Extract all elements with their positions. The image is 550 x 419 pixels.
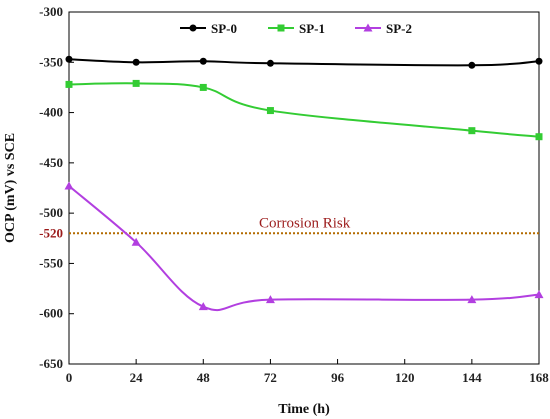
legend-marker-sp-1 [277,24,285,32]
data-point-sp-2 [131,237,141,246]
data-point-sp-2 [534,290,544,299]
y-tick-label: -550 [39,255,63,270]
y-tick-label: -450 [39,155,63,170]
series-layer [64,55,544,312]
x-axis-ticks: 0 24 48 72 96 120 144 168 [66,359,549,385]
annotation-layer: Corrosion Risk -520 [39,215,539,240]
legend-marker-sp-2 [363,23,373,32]
y-tick-label: -500 [39,205,63,220]
data-point-sp-1 [132,79,140,87]
series-line-sp-2 [68,185,540,312]
y-axis-ticks: -300 -350 -400 -450 -500 -550 -600 -650 [39,4,74,371]
corrosion-risk-y-label: -520 [39,225,63,240]
data-point-sp-1 [199,83,207,91]
data-point-sp-2 [467,295,477,304]
data-point-sp-1 [535,133,543,141]
legend-label-sp-1: SP-1 [299,21,325,36]
data-point-sp-0 [535,57,543,65]
y-tick-label: -600 [39,306,63,321]
data-point-sp-1 [65,80,73,88]
x-tick-label: 24 [130,370,144,385]
y-tick-label: -300 [39,4,63,19]
data-point-sp-2 [64,181,74,190]
data-point-sp-2 [198,302,208,311]
x-axis-title: Time (h) [278,402,330,417]
data-point-sp-0 [266,59,274,67]
data-point-sp-0 [468,61,476,69]
data-point-sp-2 [265,295,275,304]
y-tick-label: -650 [39,356,63,371]
data-point-sp-1 [468,127,476,135]
data-point-sp-0 [199,57,207,65]
x-tick-label: 0 [66,370,73,385]
x-tick-label: 72 [264,370,277,385]
legend: SP-0 SP-1 SP-2 [180,21,412,36]
corrosion-risk-label: Corrosion Risk [259,215,351,231]
y-tick-label: -400 [39,105,63,120]
legend-marker-sp-0 [189,24,197,32]
data-point-sp-0 [65,55,73,63]
x-tick-label: 120 [395,370,415,385]
legend-label-sp-2: SP-2 [386,21,412,36]
y-tick-label: -350 [39,54,63,69]
x-tick-label: 168 [529,370,549,385]
data-point-sp-1 [266,107,274,115]
x-tick-label: 48 [197,370,211,385]
x-tick-label: 96 [331,370,345,385]
y-axis-title: OCP (mV) vs SCE [3,133,18,243]
data-point-sp-0 [132,58,140,66]
legend-label-sp-0: SP-0 [211,21,237,36]
x-tick-label: 144 [462,370,482,385]
